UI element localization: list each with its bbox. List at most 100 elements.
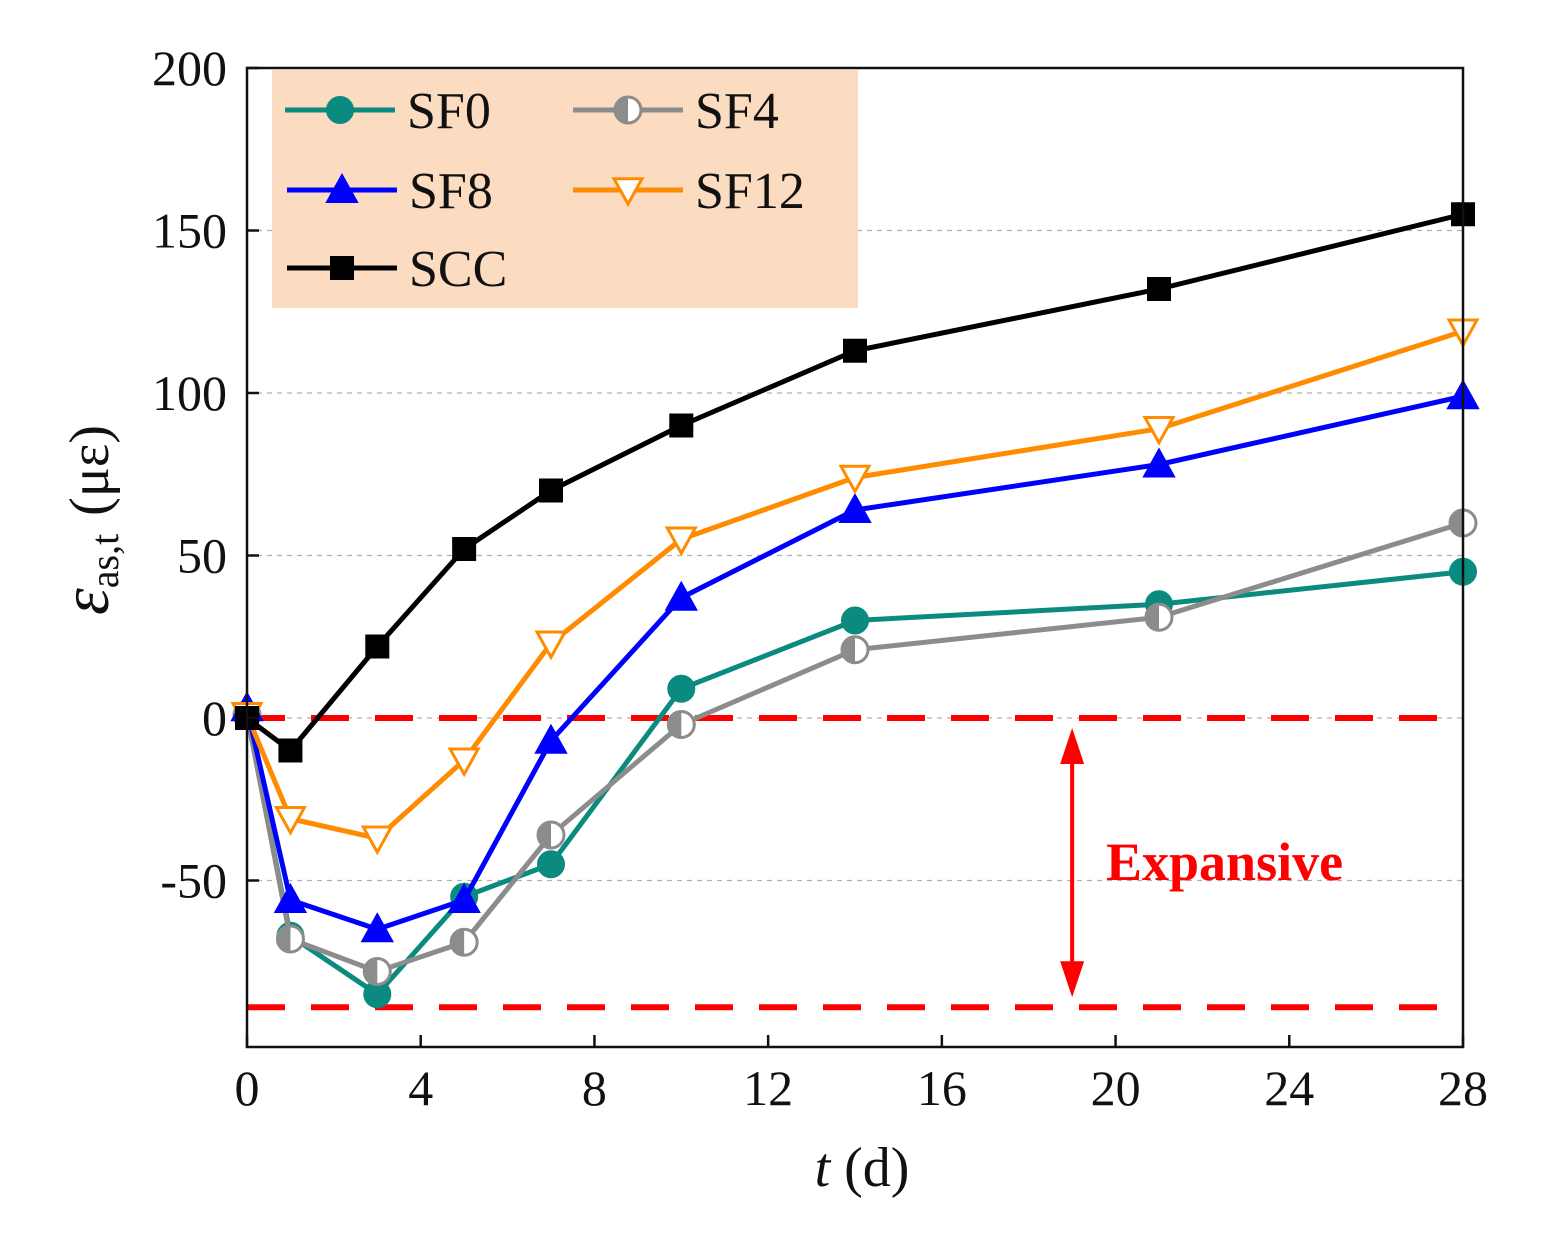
- marker-fill: [364, 958, 378, 985]
- marker-shape: [278, 738, 303, 763]
- legend-label: SF4: [695, 83, 779, 140]
- y-tick-label: -50: [160, 853, 227, 909]
- x-tick-label: 8: [582, 1060, 607, 1116]
- y-tick-label: 0: [202, 690, 227, 746]
- arrow-head-up: [1060, 728, 1085, 764]
- data-point: [447, 747, 481, 778]
- data-point: [365, 634, 390, 659]
- marker-shape: [1142, 447, 1176, 478]
- legend-label: SF12: [695, 163, 805, 220]
- legend-item-sf8: SF8: [287, 163, 493, 220]
- marker-shape: [537, 850, 565, 879]
- x-axis-title-variable: t: [815, 1137, 832, 1199]
- data-point: [534, 630, 568, 661]
- marker-fill: [451, 929, 465, 956]
- data-point: [664, 580, 698, 611]
- data-point: [611, 177, 645, 208]
- data-point: [449, 927, 479, 957]
- data-point: [539, 478, 563, 503]
- data-point: [1147, 277, 1171, 301]
- y-tick-label: 200: [152, 40, 227, 96]
- grid-lines: [247, 229, 1463, 882]
- marker-shape: [534, 723, 568, 754]
- marker-fill: [615, 97, 628, 123]
- data-point: [330, 256, 354, 280]
- marker-shape: [611, 177, 645, 208]
- data-point: [360, 912, 394, 943]
- y-axis-title-unit: (με): [59, 425, 121, 516]
- y-axis-title-subscript: as,t: [82, 534, 127, 588]
- data-point: [613, 95, 643, 125]
- marker-shape: [325, 172, 359, 203]
- data-point: [534, 723, 568, 754]
- axis-ticks: 0 4 8 12 16 20 24 28 200 150 100 50 0 -50: [152, 40, 1488, 1116]
- plot-area-border: [245, 66, 1465, 1049]
- legend-label: SCC: [409, 241, 507, 298]
- legend-item-sf4: SF4: [573, 83, 779, 140]
- marker-shape: [447, 747, 481, 778]
- data-point: [273, 882, 308, 913]
- data-point: [843, 338, 867, 363]
- marker-shape: [365, 634, 390, 659]
- data-point: [536, 820, 566, 850]
- marker-shape: [330, 256, 354, 280]
- data-point: [360, 825, 394, 856]
- x-tick-label: 20: [1091, 1060, 1141, 1116]
- marker-shape: [1147, 277, 1171, 301]
- marker-fill: [538, 822, 551, 848]
- x-tick-label: 12: [743, 1060, 793, 1116]
- marker-shape: [273, 806, 307, 836]
- data-point: [669, 413, 694, 438]
- data-point: [1142, 416, 1176, 446]
- marker-shape: [539, 478, 563, 503]
- arrow-head-down: [1060, 961, 1085, 998]
- data-point: [667, 674, 696, 703]
- y-axis-title-symbol: ε: [47, 588, 123, 615]
- x-tick-label: 4: [408, 1060, 433, 1116]
- data-point: [838, 464, 872, 495]
- legend-label: SF8: [409, 163, 493, 220]
- expansive-annotation: Expansive: [1060, 728, 1343, 998]
- marker-shape: [667, 674, 696, 703]
- legend-item-sf12: SF12: [573, 163, 805, 220]
- data-point: [325, 172, 359, 203]
- data-point: [838, 492, 872, 523]
- marker-shape: [273, 882, 308, 913]
- plot-frame: [245, 66, 1465, 1049]
- marker-fill: [842, 636, 855, 663]
- marker-fill: [277, 926, 291, 952]
- data-point: [1142, 447, 1176, 478]
- data-point: [452, 537, 477, 561]
- series-sf8: [230, 379, 1480, 943]
- marker-shape: [838, 492, 872, 523]
- marker-fill: [1450, 510, 1463, 536]
- y-tick-label: 50: [177, 528, 227, 584]
- reference-lines: [247, 715, 1463, 1011]
- data-point: [666, 710, 696, 739]
- series-sf0: [233, 557, 1477, 1009]
- x-axis-title: t (d): [815, 1137, 910, 1199]
- x-tick-label: 16: [917, 1060, 967, 1116]
- marker-fill: [668, 711, 682, 738]
- data-point: [275, 924, 305, 954]
- legend-label: SF0: [407, 83, 491, 140]
- y-axis-title: εas,t (με): [47, 425, 127, 615]
- marker-shape: [664, 580, 698, 611]
- marker-shape: [447, 882, 481, 913]
- y-tick-label: 150: [152, 203, 227, 259]
- x-axis-title-unit: (d): [844, 1137, 909, 1199]
- data-point: [537, 850, 565, 879]
- x-tick-label: 0: [235, 1060, 260, 1116]
- y-tick-label: 100: [152, 365, 227, 421]
- x-tick-label: 24: [1264, 1060, 1314, 1116]
- legend: SF0 SF8 SCC SF4 SF12: [285, 83, 805, 298]
- marker-shape: [360, 912, 394, 943]
- legend-item-scc: SCC: [287, 241, 507, 298]
- marker-shape: [669, 413, 694, 438]
- data-point: [326, 96, 354, 124]
- x-tick-label: 28: [1438, 1060, 1488, 1116]
- data-point: [447, 882, 481, 913]
- marker-shape: [843, 338, 867, 363]
- legend-item-sf0: SF0: [285, 83, 491, 140]
- series-sf12: [230, 318, 1480, 856]
